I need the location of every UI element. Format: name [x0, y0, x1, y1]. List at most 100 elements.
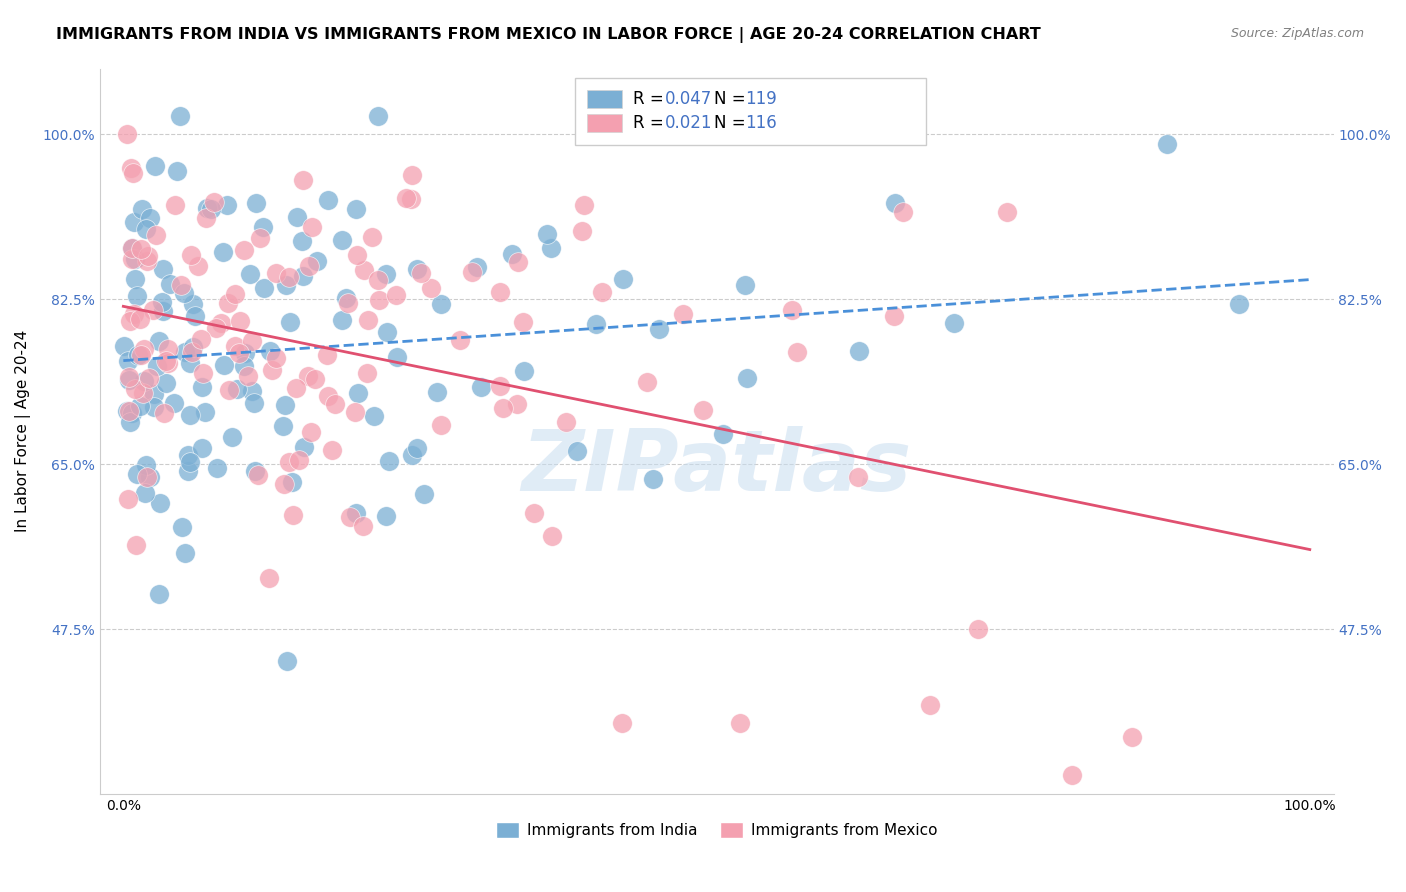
- Immigrants from India: [173, 285, 195, 300]
- Immigrants from India: [848, 344, 870, 359]
- Immigrants from India: [346, 386, 368, 401]
- Immigrants from India: [221, 430, 243, 444]
- Immigrants from India: [211, 245, 233, 260]
- Immigrants from India: [169, 109, 191, 123]
- Immigrants from India: [278, 315, 301, 329]
- Immigrants from Mexico: [118, 314, 141, 328]
- Immigrants from Mexico: [506, 255, 529, 269]
- Immigrants from Mexico: [336, 296, 359, 310]
- Immigrants from Mexico: [257, 571, 280, 585]
- Immigrants from India: [367, 109, 389, 123]
- Immigrants from India: [179, 356, 201, 370]
- Immigrants from Mexico: [157, 342, 180, 356]
- Immigrants from Mexico: [145, 227, 167, 242]
- Immigrants from Mexico: [995, 204, 1018, 219]
- Immigrants from Mexico: [343, 405, 366, 419]
- Immigrants from India: [378, 453, 401, 467]
- Immigrants from India: [127, 348, 149, 362]
- Immigrants from India: [641, 472, 664, 486]
- Immigrants from Mexico: [395, 191, 418, 205]
- Immigrants from Mexico: [157, 356, 180, 370]
- Immigrants from Mexico: [247, 467, 270, 482]
- Immigrants from India: [291, 234, 314, 248]
- Immigrants from India: [184, 309, 207, 323]
- Immigrants from Mexico: [135, 253, 157, 268]
- Immigrants from India: [585, 318, 607, 332]
- Immigrants from Mexico: [118, 370, 141, 384]
- Immigrants from India: [170, 520, 193, 534]
- Immigrants from Mexico: [1062, 768, 1084, 782]
- Text: R =: R =: [633, 114, 669, 132]
- Immigrants from India: [240, 384, 263, 398]
- Immigrants from Mexico: [848, 470, 870, 484]
- Immigrants from Mexico: [138, 371, 160, 385]
- Immigrants from India: [124, 252, 146, 267]
- Text: IMMIGRANTS FROM INDIA VS IMMIGRANTS FROM MEXICO IN LABOR FORCE | AGE 20-24 CORRE: IMMIGRANTS FROM INDIA VS IMMIGRANTS FROM…: [56, 27, 1040, 43]
- Immigrants from Mexico: [278, 270, 301, 285]
- Immigrants from India: [430, 297, 453, 311]
- Immigrants from Mexico: [120, 161, 142, 176]
- Immigrants from Mexico: [121, 252, 143, 266]
- Immigrants from Mexico: [209, 316, 232, 330]
- Immigrants from Mexico: [409, 266, 432, 280]
- Immigrants from Mexico: [229, 314, 252, 328]
- Immigrants from Mexico: [636, 375, 658, 389]
- Immigrants from Mexico: [401, 168, 423, 182]
- Immigrants from India: [734, 277, 756, 292]
- Immigrants from Mexico: [357, 313, 380, 327]
- Immigrants from India: [465, 260, 488, 275]
- Immigrants from India: [274, 398, 297, 412]
- Immigrants from Mexico: [284, 381, 307, 395]
- Immigrants from Mexico: [730, 716, 752, 731]
- FancyBboxPatch shape: [586, 113, 621, 132]
- Immigrants from India: [648, 321, 671, 335]
- Immigrants from India: [1156, 136, 1178, 151]
- Immigrants from India: [155, 376, 177, 391]
- Immigrants from Mexico: [541, 529, 564, 543]
- Immigrants from India: [166, 164, 188, 178]
- Immigrants from Mexico: [264, 266, 287, 280]
- Immigrants from India: [330, 233, 353, 247]
- Immigrants from India: [145, 359, 167, 373]
- Immigrants from India: [181, 340, 204, 354]
- Y-axis label: In Labor Force | Age 20-24: In Labor Force | Age 20-24: [15, 330, 31, 533]
- Immigrants from Mexico: [163, 198, 186, 212]
- Immigrants from India: [148, 586, 170, 600]
- Immigrants from India: [226, 383, 249, 397]
- Immigrants from India: [150, 294, 173, 309]
- Immigrants from Mexico: [449, 333, 471, 347]
- Immigrants from India: [215, 198, 238, 212]
- Text: N =: N =: [714, 114, 751, 132]
- Immigrants from Mexico: [966, 622, 988, 636]
- Immigrants from India: [363, 409, 385, 423]
- Immigrants from India: [177, 464, 200, 478]
- Immigrants from Mexico: [287, 452, 309, 467]
- Immigrants from India: [406, 261, 429, 276]
- Immigrants from India: [883, 196, 905, 211]
- Immigrants from India: [112, 339, 135, 353]
- Immigrants from India: [132, 374, 155, 388]
- Immigrants from Mexico: [356, 366, 378, 380]
- Immigrants from India: [121, 406, 143, 420]
- Immigrants from Mexico: [571, 224, 593, 238]
- Immigrants from India: [142, 400, 165, 414]
- Immigrants from Mexico: [136, 249, 159, 263]
- Immigrants from India: [193, 405, 215, 419]
- Immigrants from Mexico: [142, 303, 165, 318]
- FancyBboxPatch shape: [575, 78, 927, 145]
- Text: ZIPatlas: ZIPatlas: [522, 426, 911, 509]
- FancyBboxPatch shape: [586, 89, 621, 109]
- Immigrants from India: [318, 194, 340, 208]
- Immigrants from Mexico: [1121, 731, 1143, 745]
- Immigrants from Mexico: [283, 508, 305, 523]
- Immigrants from Mexico: [488, 285, 510, 299]
- Immigrants from India: [191, 380, 214, 394]
- Immigrants from Mexico: [224, 286, 246, 301]
- Immigrants from India: [243, 464, 266, 478]
- Immigrants from Mexico: [125, 538, 148, 552]
- Immigrants from India: [183, 297, 205, 311]
- Immigrants from Mexico: [242, 334, 264, 348]
- Immigrants from Mexico: [299, 425, 322, 439]
- Immigrants from Mexico: [325, 397, 347, 411]
- Immigrants from India: [1227, 297, 1250, 311]
